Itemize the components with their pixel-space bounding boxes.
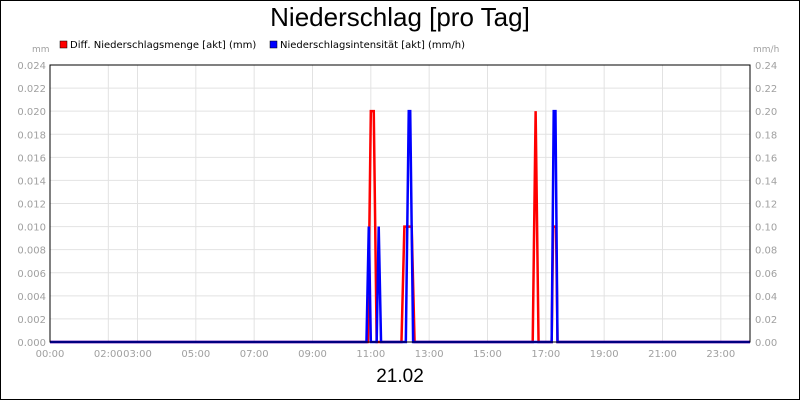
y-left-tick-label: 0.008 — [17, 246, 46, 257]
x-tick-label: 02:00 — [94, 349, 123, 360]
y-right-tick-label: 0.22 — [755, 84, 777, 95]
x-tick-label: 21:00 — [648, 349, 677, 360]
x-tick-label: 00:00 — [36, 349, 65, 360]
y-right-tick-label: 0.10 — [755, 223, 777, 234]
y-left-unit: mm — [32, 45, 50, 55]
y-right-tick-label: 0.12 — [755, 200, 777, 211]
y-right-tick-label: 0.06 — [755, 269, 777, 280]
y-left-tick-label: 0.024 — [17, 61, 46, 72]
date-label: 21.02 — [376, 366, 424, 387]
y-left-tick-label: 0.018 — [17, 130, 46, 141]
y-right-tick-label: 0.20 — [755, 107, 777, 118]
y-axis-left-ticks: 0.000 0.002 0.004 0.006 0.008 0.010 0.012 0.014… — [17, 61, 46, 349]
y-left-tick-label: 0.004 — [17, 292, 46, 303]
x-tick-label: 17:00 — [531, 349, 560, 360]
legend-swatch-amount — [59, 40, 68, 49]
legend-label-intensity: Niederschlagsintensität [akt] (mm/h) — [280, 40, 465, 51]
y-right-tick-label: 0.04 — [755, 292, 777, 303]
y-right-tick-label: 0.02 — [755, 315, 777, 326]
y-left-tick-label: 0.020 — [17, 107, 46, 118]
y-left-tick-label: 0.002 — [17, 315, 46, 326]
x-tick-label: 23:00 — [706, 349, 735, 360]
x-tick-label: 15:00 — [473, 349, 502, 360]
x-tick-label: 07:00 — [240, 349, 269, 360]
y-right-tick-label: 0.16 — [755, 153, 777, 164]
x-tick-label: 09:00 — [298, 349, 327, 360]
x-tick-label: 03:00 — [123, 349, 152, 360]
y-right-tick-label: 0.00 — [755, 338, 777, 349]
legend-swatch-intensity — [269, 40, 278, 49]
y-left-tick-label: 0.010 — [17, 223, 46, 234]
y-right-tick-label: 0.08 — [755, 246, 777, 257]
y-axis-right-ticks: 0.00 0.02 0.04 0.06 0.08 0.10 0.12 0.14 0.16 0.18… — [755, 61, 777, 349]
x-tick-label: 13:00 — [415, 349, 444, 360]
y-left-tick-label: 0.016 — [17, 153, 46, 164]
legend: Diff. Niederschlagsmenge [akt] (mm) Nied… — [59, 40, 465, 51]
legend-label-amount: Diff. Niederschlagsmenge [akt] (mm) — [70, 40, 256, 51]
y-left-tick-label: 0.000 — [17, 338, 46, 349]
y-left-tick-label: 0.012 — [17, 200, 46, 211]
x-axis-ticks: 00:00 02:00 03:00 05:00 07:00 09:00 11:00 13:00… — [36, 349, 736, 360]
y-left-tick-label: 0.014 — [17, 176, 46, 187]
y-right-unit: mm/h — [753, 45, 779, 55]
y-left-tick-label: 0.006 — [17, 269, 46, 280]
x-tick-label: 19:00 — [590, 349, 619, 360]
plot-area-border — [49, 64, 751, 343]
series-line-intensity — [50, 109, 750, 344]
y-left-tick-label: 0.022 — [17, 84, 46, 95]
y-right-tick-label: 0.18 — [755, 130, 777, 141]
grid — [50, 65, 750, 342]
x-tick-label: 05:00 — [181, 349, 210, 360]
y-right-tick-label: 0.14 — [755, 176, 777, 187]
x-tick-label: 11:00 — [356, 349, 385, 360]
chart-title: Niederschlag [pro Tag] — [270, 2, 530, 32]
y-right-tick-label: 0.24 — [755, 61, 777, 72]
